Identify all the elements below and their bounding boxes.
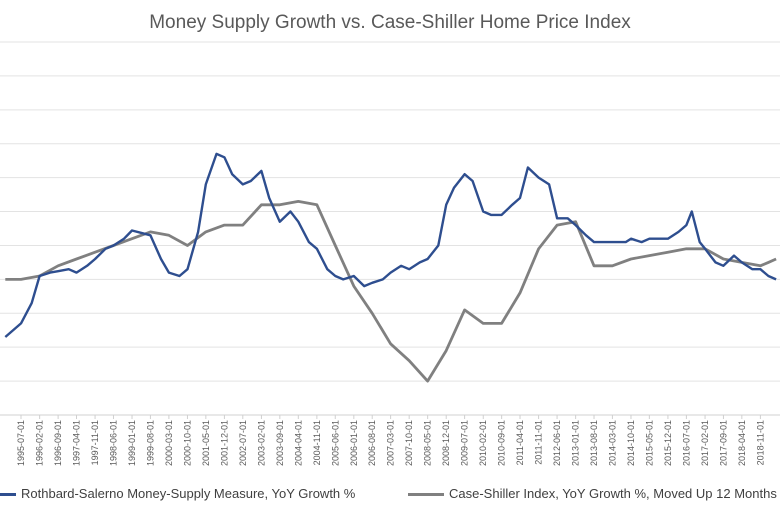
legend-item-case-shiller: Case-Shiller Index, YoY Growth %, Moved … xyxy=(408,486,777,501)
x-tick-label: 2011-11-01 xyxy=(534,420,544,465)
x-tick-label: 2007-03-01 xyxy=(386,420,396,466)
legend-label-money-supply: Rothbard-Salerno Money-Supply Measure, Y… xyxy=(21,486,356,501)
x-tick-label: 1997-04-01 xyxy=(72,420,82,466)
x-tick-label: 2004-11-01 xyxy=(312,420,322,465)
x-tick-label: 2013-01-01 xyxy=(571,420,581,466)
x-tick-label: 2017-02-01 xyxy=(700,420,710,466)
x-tick-label: 2004-04-01 xyxy=(293,420,303,466)
chart-plot-area: 1995-07-01 1996-02-01 1996-09-01 1997-04-01… xyxy=(0,41,780,466)
legend-label-case-shiller: Case-Shiller Index, YoY Growth %, Moved … xyxy=(449,486,777,501)
x-tick-label: 2007-10-01 xyxy=(404,420,414,466)
x-tick-label: 2010-09-01 xyxy=(497,420,507,466)
x-tick-label: 1998-06-01 xyxy=(108,420,118,466)
x-tick-label: 1996-02-01 xyxy=(35,420,45,466)
series-line-money-supply xyxy=(4,152,777,338)
x-tick-label: 2005-06-01 xyxy=(330,420,340,466)
x-tick-label: 2016-07-01 xyxy=(681,420,691,466)
legend-swatch-case-shiller xyxy=(408,493,444,497)
x-tick-label: 2017-09-01 xyxy=(718,420,728,466)
x-tick-label: 1999-01-01 xyxy=(127,420,137,466)
x-tick-label: 2018-04-01 xyxy=(737,420,747,466)
x-tick-label: 2009-07-01 xyxy=(460,420,470,466)
series-line-case-shiller xyxy=(5,200,777,383)
x-tick-label: 2003-02-01 xyxy=(256,420,266,466)
x-tick-label: 2000-10-01 xyxy=(182,420,192,466)
x-tick-label: 2001-05-01 xyxy=(201,420,211,466)
x-tick-label: 2018-11-01 xyxy=(755,420,765,465)
legend: Rothbard-Salerno Money-Supply Measure, Y… xyxy=(0,482,780,506)
x-tick-label: 2008-05-01 xyxy=(423,420,433,466)
x-tick-label: 1995-07-01 xyxy=(16,420,26,466)
x-tick-label: 2001-12-01 xyxy=(219,420,229,466)
x-tick-label: 2014-03-01 xyxy=(607,420,617,466)
x-tick-label: 2012-06-01 xyxy=(552,420,562,466)
legend-swatch-money-supply xyxy=(0,493,16,497)
x-tick-label: 1997-11-01 xyxy=(90,420,100,465)
x-tick-label: 2000-03-01 xyxy=(164,420,174,466)
x-tick-label: 1996-09-01 xyxy=(53,420,63,466)
x-tick-label: 2014-10-01 xyxy=(626,420,636,466)
x-tick-label: 2013-08-01 xyxy=(589,420,599,466)
series-lines xyxy=(4,152,777,383)
legend-item-money-supply: Rothbard-Salerno Money-Supply Measure, Y… xyxy=(0,486,355,501)
x-tick-label: 2002-07-01 xyxy=(238,420,248,466)
x-tick-label: 2011-04-01 xyxy=(515,420,525,465)
chart-title: Money Supply Growth vs. Case-Shiller Hom… xyxy=(149,12,631,33)
gridlines xyxy=(0,41,780,416)
x-tick-label: 2006-08-01 xyxy=(367,420,377,466)
x-tick-label: 2015-12-01 xyxy=(663,420,673,466)
x-tick-label: 2003-09-01 xyxy=(275,420,285,466)
x-tick-label: 2010-02-01 xyxy=(478,420,488,466)
x-tick-label: 2008-12-01 xyxy=(441,420,451,466)
x-axis-ticks: 1995-07-01 1996-02-01 1996-09-01 1997-04-01… xyxy=(16,415,765,466)
x-tick-label: 1999-08-01 xyxy=(145,420,155,466)
x-tick-label: 2006-01-01 xyxy=(349,420,359,466)
x-tick-label: 2015-05-01 xyxy=(644,420,654,466)
